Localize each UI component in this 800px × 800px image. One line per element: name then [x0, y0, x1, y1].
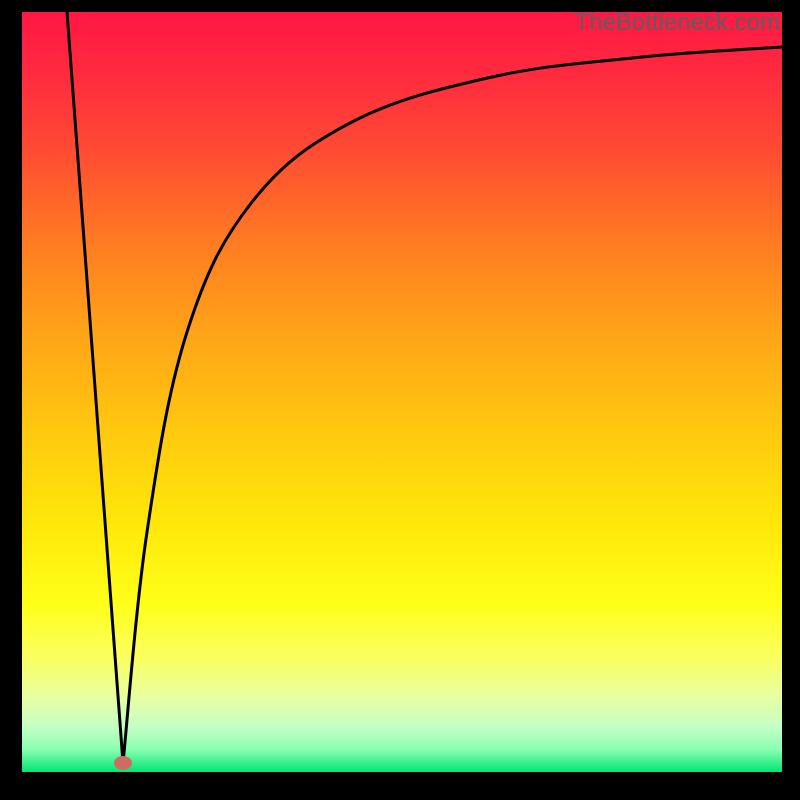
plot-area — [22, 12, 782, 772]
optimal-point-marker — [114, 756, 132, 770]
watermark-text: TheBottleneck.com — [575, 9, 780, 37]
bottleneck-curve — [22, 12, 782, 772]
chart-container: TheBottleneck.com — [0, 0, 800, 800]
